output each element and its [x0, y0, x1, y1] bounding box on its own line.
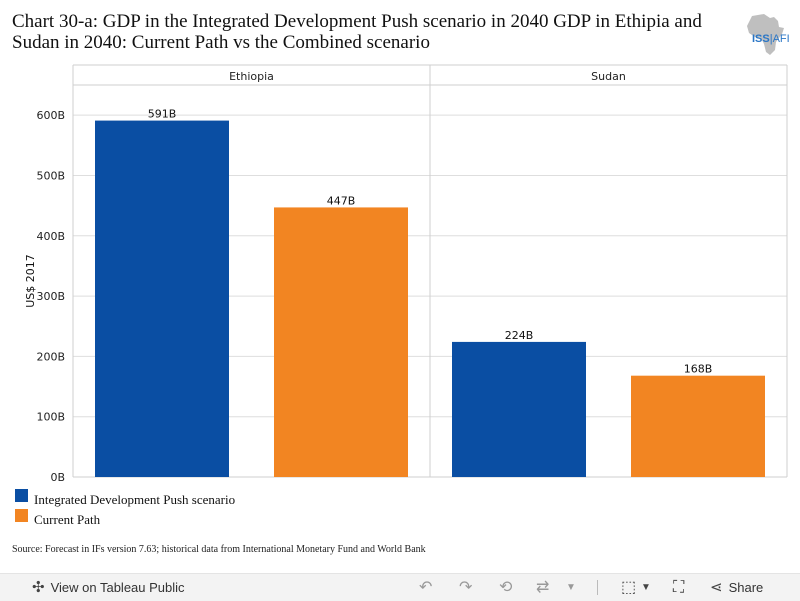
- revert-icon[interactable]: ⟲: [499, 579, 513, 596]
- y-tick-label: 100B: [36, 411, 65, 424]
- panel-label: Ethiopia: [229, 70, 274, 83]
- bar: [95, 120, 229, 477]
- bar: [274, 207, 408, 477]
- toolbar-divider: [597, 580, 598, 595]
- chevron-down-icon[interactable]: ▼: [566, 582, 576, 593]
- view-on-tableau-button[interactable]: ✣ View on Tableau Public: [32, 574, 185, 601]
- legend-label-integrated: Integrated Development Push scenario: [34, 492, 236, 507]
- source-note: Source: Forecast in IFs version 7.63; hi…: [12, 544, 426, 555]
- view-on-tableau-label: View on Tableau Public: [50, 580, 185, 595]
- download-chevron-icon[interactable]: ▼: [641, 582, 651, 593]
- bar: [631, 375, 765, 477]
- share-label: Share: [728, 580, 764, 595]
- panel-label: Sudan: [591, 70, 626, 83]
- share-button[interactable]: ⋖ Share: [710, 574, 763, 601]
- legend-swatch-current-path: [15, 509, 28, 522]
- y-tick-label: 400B: [36, 230, 65, 243]
- bar: [452, 341, 586, 477]
- y-tick-label: 200B: [36, 350, 65, 363]
- legend-label-current-path: Current Path: [34, 512, 101, 527]
- logo-text: ISS|AFI: [752, 33, 790, 45]
- refresh-icon[interactable]: ⇄: [536, 579, 550, 596]
- download-icon[interactable]: ⬚: [621, 579, 637, 596]
- tableau-toolbar: ✣ View on Tableau Public ↶ ↷ ⟲ ⇄ ▼ ⬚ ▼ ⛶ …: [0, 573, 800, 601]
- y-tick-label: 500B: [36, 169, 65, 182]
- fullscreen-icon[interactable]: ⛶: [673, 579, 685, 596]
- chart-title: Chart 30-a: GDP in the Integrated Develo…: [12, 11, 702, 53]
- bar-chart: 0B 100B 200B 300B 400B 500B 600B Ethiopia Sudan 5…: [24, 64, 788, 484]
- data-label: 591B: [148, 108, 177, 121]
- undo-icon[interactable]: ↶: [419, 579, 433, 596]
- y-tick-label: 0B: [50, 471, 65, 484]
- legend-swatch-integrated: [15, 489, 28, 502]
- data-label: 168B: [684, 363, 713, 376]
- redo-icon[interactable]: ↷: [459, 579, 473, 596]
- y-tick-label: 600B: [36, 109, 65, 122]
- y-axis-label: US$ 2017: [24, 254, 37, 308]
- share-icon: ⋖: [710, 579, 723, 596]
- data-label: 224B: [505, 329, 534, 342]
- africa-logo-icon: [747, 14, 784, 55]
- data-label: 447B: [327, 194, 356, 207]
- tableau-logo-icon: ✣: [32, 579, 45, 596]
- y-tick-label: 300B: [36, 290, 65, 303]
